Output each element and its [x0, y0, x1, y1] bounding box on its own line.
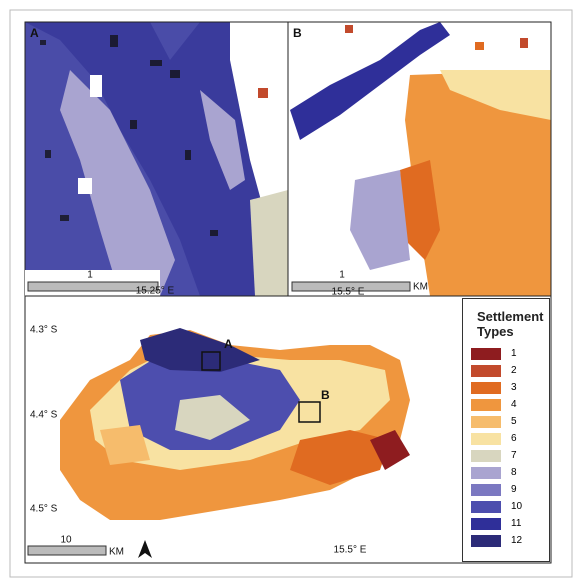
panel-label: A: [30, 26, 39, 40]
legend-item: 12: [471, 534, 522, 547]
scale-unit: KM: [413, 282, 428, 293]
legend-label: 7: [511, 450, 517, 461]
legend-label: 8: [511, 467, 517, 478]
longitude-label: 15.5° E: [332, 287, 365, 298]
legend-swatch: [471, 466, 501, 479]
latitude-label: 4.4° S: [30, 410, 58, 421]
legend-label: 4: [511, 399, 517, 410]
latitude-label: 4.5° S: [30, 504, 58, 515]
longitude-label: 15.25° E: [136, 286, 175, 297]
legend-item: 1: [471, 347, 517, 360]
legend-item: 8: [471, 466, 517, 479]
panel-label: B: [293, 26, 302, 40]
legend-label: 6: [511, 433, 517, 444]
inset-label: A: [224, 337, 233, 351]
legend-label: 3: [511, 382, 517, 393]
legend-swatch: [471, 398, 501, 411]
legend-item: 3: [471, 381, 517, 394]
legend-item: 10: [471, 500, 522, 513]
scale-label: 10: [60, 535, 72, 546]
legend-title: Settlement Types: [477, 309, 544, 339]
inset-label: B: [321, 388, 330, 402]
legend-item: 5: [471, 415, 517, 428]
legend-swatch: [471, 449, 501, 462]
legend-item: 4: [471, 398, 517, 411]
latitude-label: 4.3° S: [30, 325, 58, 336]
legend: Settlement Types 1 2 3 4 5 6 7 8 9 10 11 12: [462, 298, 550, 562]
longitude-label: 15.5° E: [334, 545, 367, 556]
legend-swatch: [471, 483, 501, 496]
scale-label: 1: [339, 270, 345, 281]
legend-label: 12: [511, 535, 523, 546]
legend-item: 7: [471, 449, 517, 462]
legend-item: 6: [471, 432, 517, 445]
legend-swatch: [471, 534, 501, 547]
legend-swatch: [471, 517, 501, 530]
legend-label: 9: [511, 484, 517, 495]
panel-a: [24, 21, 289, 297]
legend-label: 10: [511, 501, 523, 512]
legend-swatch: [471, 432, 501, 445]
legend-item: 9: [471, 483, 517, 496]
legend-label: 5: [511, 416, 517, 427]
scale-label: 1: [87, 270, 93, 281]
legend-swatch: [471, 347, 501, 360]
legend-swatch: [471, 500, 501, 513]
legend-swatch: [471, 381, 501, 394]
legend-item: 2: [471, 364, 517, 377]
legend-label: 2: [511, 365, 517, 376]
panel-b: [287, 21, 552, 297]
legend-label: 11: [511, 518, 522, 529]
legend-swatch: [471, 415, 501, 428]
legend-item: 11: [471, 517, 521, 530]
scale-unit: KM: [109, 547, 124, 558]
legend-label: 1: [511, 348, 517, 359]
legend-swatch: [471, 364, 501, 377]
